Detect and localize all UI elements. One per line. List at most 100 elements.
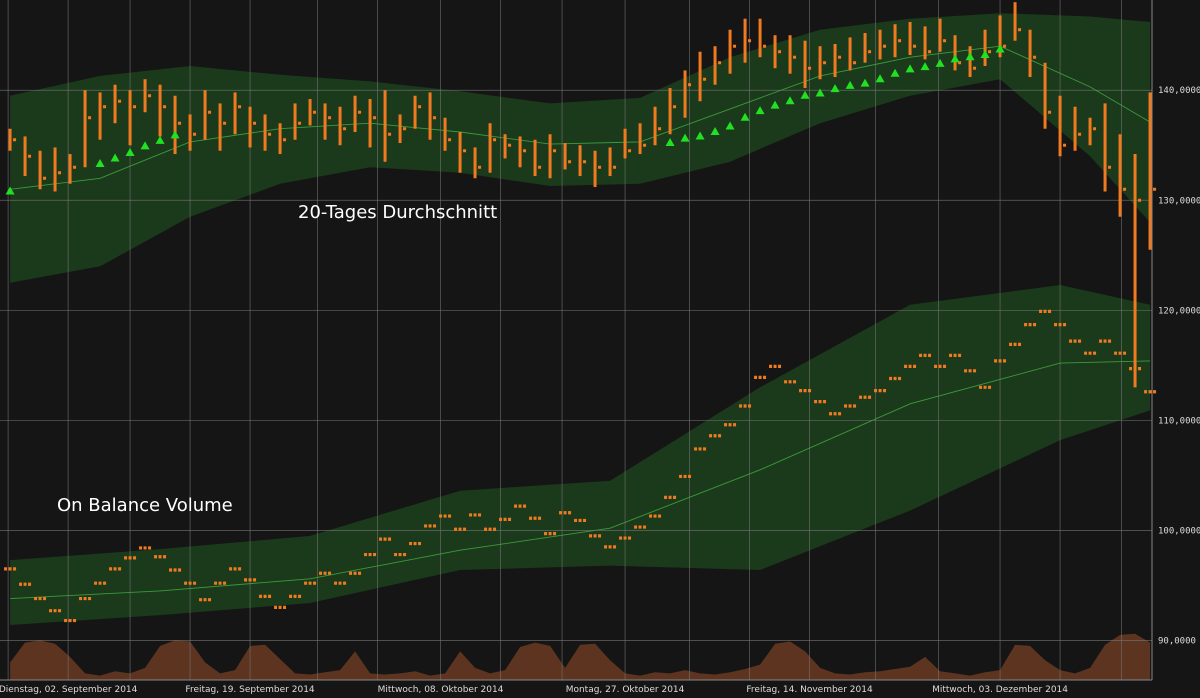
close-mark (703, 77, 707, 81)
close-mark (403, 127, 407, 131)
close-mark (178, 121, 182, 125)
sar-marker (95, 158, 105, 167)
close-mark (823, 61, 827, 65)
close-mark (613, 165, 617, 169)
close-mark (103, 105, 107, 109)
close-mark (853, 61, 857, 65)
sar-marker (170, 130, 180, 139)
sar-marker (740, 112, 750, 121)
close-mark (898, 39, 902, 43)
sar-marker (665, 138, 675, 147)
band-area (10, 285, 1151, 625)
close-mark (1123, 187, 1127, 191)
close-mark (688, 83, 692, 87)
sar-marker (800, 90, 810, 99)
marks (4, 2, 1157, 623)
close-mark (1018, 28, 1022, 32)
close-mark (238, 105, 242, 109)
sar-marker (140, 141, 150, 150)
close-mark (643, 143, 647, 147)
sar-marker (5, 186, 15, 195)
sar-marker (785, 96, 795, 105)
sar-marker (755, 106, 765, 115)
close-mark (958, 61, 962, 65)
sar-marker (830, 84, 840, 93)
close-mark (133, 105, 137, 109)
close-mark (253, 121, 257, 125)
x-tick-label: Mittwoch, 08. Oktober 2014 (378, 685, 504, 695)
x-tick-label: Montag, 27. Oktober 2014 (566, 685, 685, 695)
close-mark (658, 127, 662, 131)
x-tick-label: Mittwoch, 03. Dezember 2014 (932, 685, 1068, 695)
sar-marker (815, 88, 825, 97)
sar-marker (680, 133, 690, 142)
close-mark (73, 165, 77, 169)
close-mark (583, 160, 587, 164)
sar-marker (695, 131, 705, 140)
close-mark (463, 149, 467, 153)
close-mark (598, 165, 602, 169)
x-tick-label: Freitag, 19. September 2014 (185, 685, 314, 695)
close-mark (928, 50, 932, 54)
close-mark (418, 105, 422, 109)
close-mark (478, 165, 482, 169)
close-mark (163, 105, 167, 109)
close-mark (193, 132, 197, 136)
close-mark (328, 116, 332, 120)
sar-marker (875, 74, 885, 83)
close-mark (433, 116, 437, 120)
y-tick-label: 140,0000 (1158, 86, 1200, 96)
close-mark (973, 66, 977, 70)
y-tick-label: 100,0000 (1158, 526, 1200, 536)
volume-area (10, 633, 1151, 680)
sar-marker (980, 50, 990, 59)
close-mark (1048, 110, 1052, 114)
sar-marker (710, 127, 720, 136)
close-mark (208, 110, 212, 114)
annotation: 20-Tages Durchschnitt (298, 202, 497, 223)
sar-marker (155, 135, 165, 144)
close-mark (343, 127, 347, 131)
close-mark (58, 171, 62, 175)
close-mark (553, 149, 557, 153)
sar-marker (905, 64, 915, 73)
y-tick-label: 120,0000 (1158, 306, 1200, 316)
close-mark (1108, 165, 1112, 169)
close-mark (733, 44, 737, 48)
close-mark (43, 176, 47, 180)
sar-marker (770, 100, 780, 109)
close-mark (748, 39, 752, 43)
close-mark (673, 105, 677, 109)
close-mark (1093, 127, 1097, 131)
close-mark (1078, 132, 1082, 136)
close-mark (988, 50, 992, 54)
sar-marker (935, 58, 945, 67)
sar-marker (725, 121, 735, 130)
close-mark (778, 50, 782, 54)
sar-marker (125, 147, 135, 156)
sar-marker (950, 54, 960, 63)
close-mark (568, 160, 572, 164)
close-mark (28, 154, 32, 158)
close-mark (1003, 44, 1007, 48)
sar-marker (965, 52, 975, 61)
sar-marker (845, 80, 855, 89)
close-mark (508, 143, 512, 147)
close-mark (358, 110, 362, 114)
y-tick-label: 110,0000 (1158, 416, 1200, 426)
sar-marker (920, 62, 930, 71)
band-middle (10, 360, 1151, 600)
close-mark (793, 55, 797, 59)
x-tick-label: Dienstag, 02. September 2014 (0, 685, 138, 695)
close-mark (493, 138, 497, 142)
close-mark (298, 121, 302, 125)
close-mark (1153, 187, 1157, 191)
close-mark (1033, 55, 1037, 59)
close-mark (313, 110, 317, 114)
close-mark (718, 61, 722, 65)
close-mark (388, 132, 392, 136)
close-mark (628, 149, 632, 153)
close-mark (913, 44, 917, 48)
annotation: On Balance Volume (57, 495, 233, 516)
